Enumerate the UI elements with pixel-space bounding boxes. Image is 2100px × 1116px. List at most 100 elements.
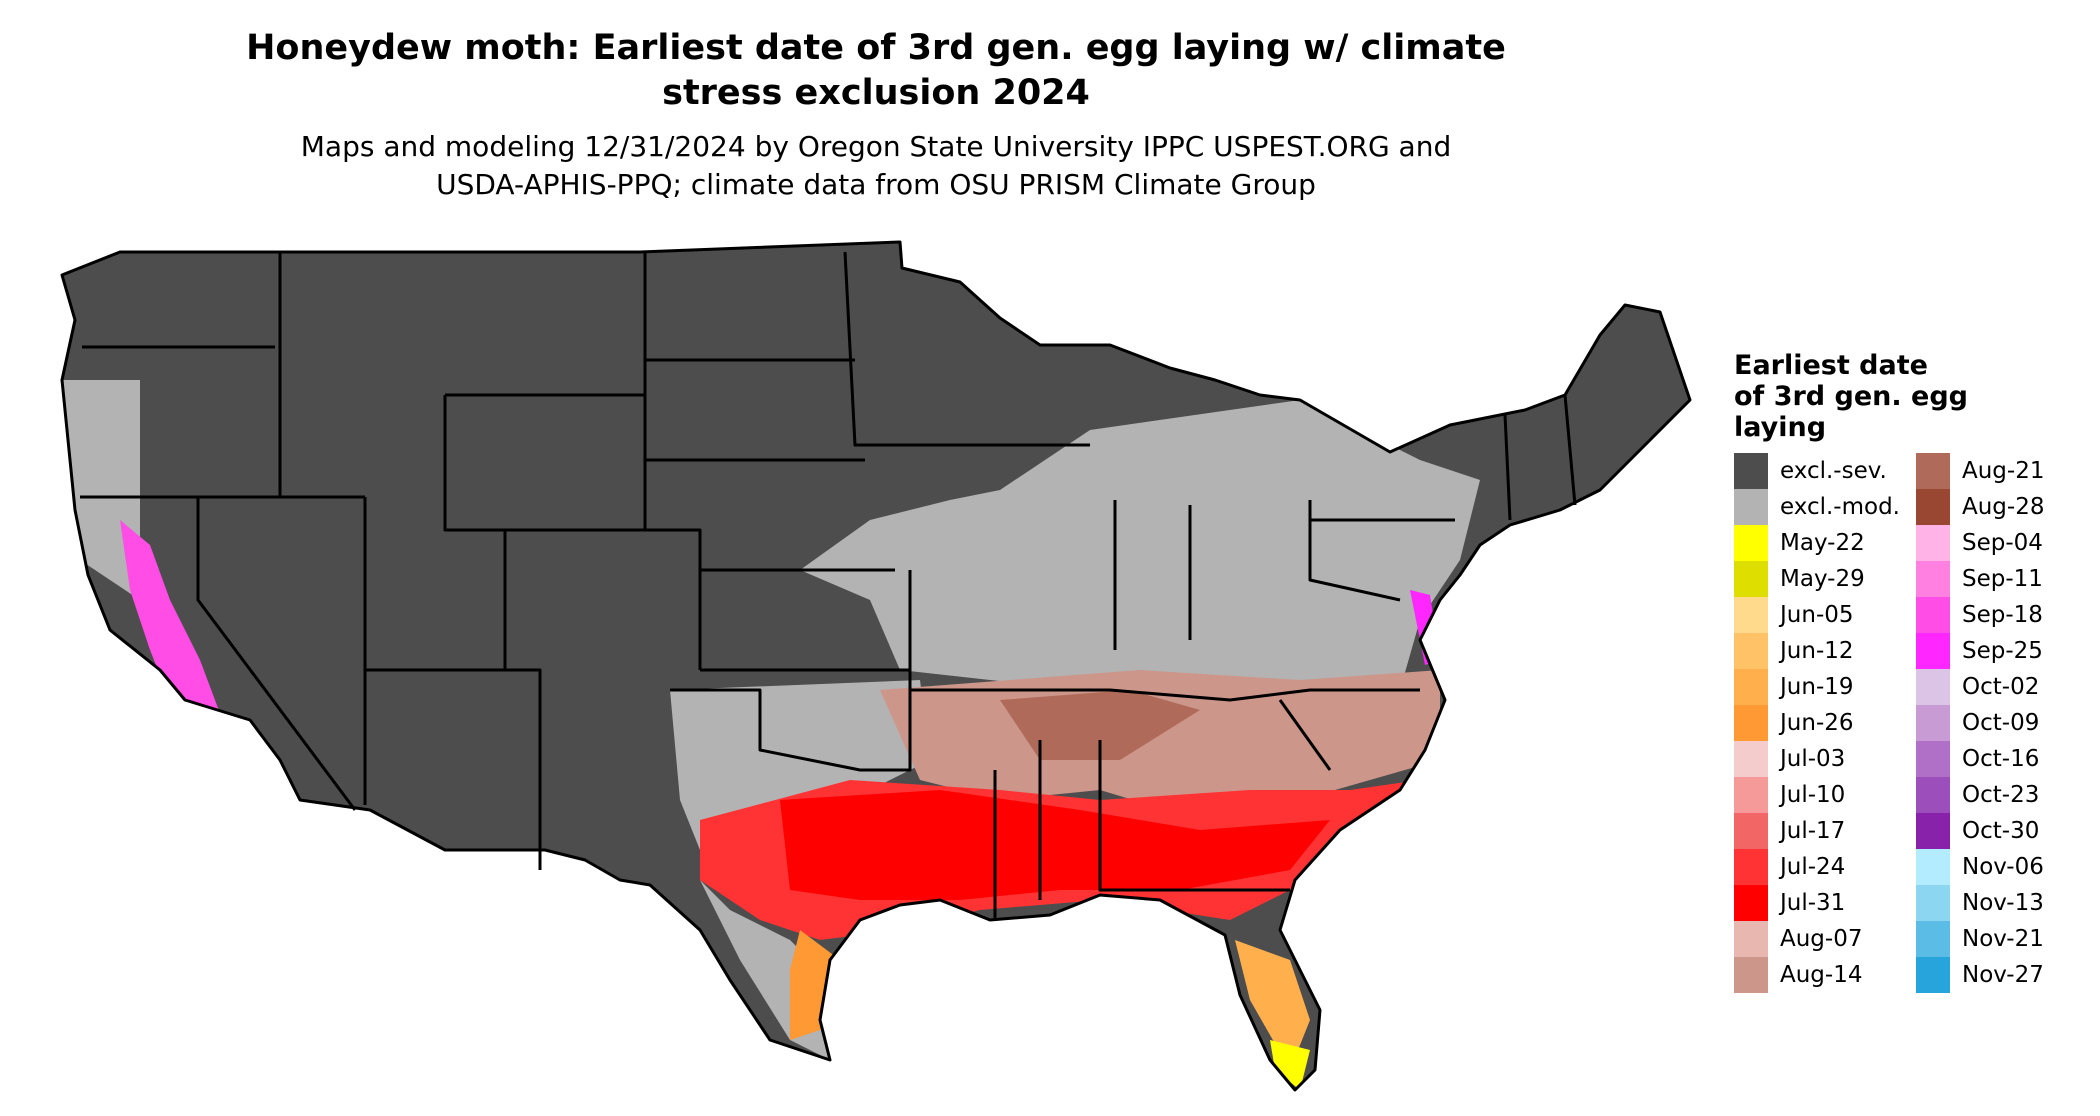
legend-label: Jun-19	[1780, 674, 1854, 700]
legend-label: Jul-31	[1780, 890, 1846, 916]
legend-swatch	[1916, 669, 1950, 705]
border-mn-ia	[843, 251, 1090, 447]
aug-21-band	[1000, 690, 1200, 760]
legend-item: Sep-18	[1916, 597, 2044, 633]
excluded-moderate-region-east	[800, 400, 1480, 700]
border-vt-nh-me	[1563, 394, 1577, 506]
legend-title: Earliest date of 3rd gen. egg laying	[1734, 350, 2034, 443]
map-title: Honeydew moth: Earliest date of 3rd gen.…	[0, 26, 1752, 116]
map-subtitle-line2: USDA-APHIS-PPQ; climate data from OSU PR…	[436, 168, 1316, 201]
legend-item: Oct-09	[1916, 705, 2044, 741]
legend-label: Jun-05	[1780, 602, 1854, 628]
legend-label: Jun-12	[1780, 638, 1854, 664]
border-oh-pa-wv	[1308, 500, 1401, 602]
legend-item: Oct-16	[1916, 741, 2044, 777]
legend-swatch	[1916, 885, 1950, 921]
legend-label: May-22	[1780, 530, 1865, 556]
legend-swatch	[1734, 741, 1768, 777]
legend-swatch	[1734, 921, 1768, 957]
excluded-moderate-region-southern-plains	[670, 680, 930, 850]
legend-label: Sep-25	[1962, 638, 2043, 664]
legend-swatch	[1916, 453, 1950, 489]
border-wy-ut-co	[443, 395, 507, 670]
legend-swatch	[1916, 561, 1950, 597]
map-title-line2: stress exclusion 2024	[662, 73, 1090, 113]
legend-label: Oct-02	[1962, 674, 2040, 700]
legend-item: Nov-06	[1916, 849, 2044, 885]
jun-19-florida	[1235, 940, 1310, 1070]
legend-item: Jul-17	[1734, 813, 1900, 849]
legend-swatch	[1916, 705, 1950, 741]
border-co-north-east	[505, 528, 702, 670]
legend-label: Sep-04	[1962, 530, 2043, 556]
legend-item: May-29	[1734, 561, 1900, 597]
legend-swatch	[1916, 849, 1950, 885]
border-ut-az-nm	[365, 668, 542, 870]
legend-item: Nov-21	[1916, 921, 2044, 957]
legend-swatch	[1734, 453, 1768, 489]
map-subtitle-line1: Maps and modeling 12/31/2024 by Oregon S…	[300, 130, 1452, 163]
legend-label: May-29	[1780, 566, 1865, 592]
legend-column-1: excl.-sev. excl.-mod. May-22 May-29 Jun-05 Ju…	[1734, 453, 1900, 993]
legend-swatch	[1734, 813, 1768, 849]
legend-swatch	[1734, 777, 1768, 813]
legend-label: Nov-06	[1962, 854, 2044, 880]
legend-item: Aug-21	[1916, 453, 2044, 489]
map-title-line1: Honeydew moth: Earliest date of 3rd gen.…	[246, 28, 1506, 68]
jul-31-band	[780, 790, 1330, 900]
border-al-ga	[1098, 740, 1175, 892]
legend-item: Jul-03	[1734, 741, 1900, 777]
legend-item: Jul-10	[1734, 777, 1900, 813]
legend-swatch	[1916, 633, 1950, 669]
legend-swatch	[1916, 525, 1950, 561]
border-ny-vt	[1503, 414, 1512, 521]
legend-label: excl.-sev.	[1780, 458, 1887, 484]
legend-swatch	[1734, 957, 1768, 993]
border-tn-south	[1070, 688, 1420, 702]
map-subtitle: Maps and modeling 12/31/2024 by Oregon S…	[0, 128, 1752, 204]
legend-item: Sep-25	[1916, 633, 2044, 669]
legend-item: Jun-19	[1734, 669, 1900, 705]
legend-swatch	[1734, 705, 1768, 741]
legend-item: Jun-12	[1734, 633, 1900, 669]
legend-label: Sep-11	[1962, 566, 2043, 592]
legend-swatch	[1734, 849, 1768, 885]
us-outline	[60, 240, 1692, 1092]
legend-label: Aug-28	[1962, 494, 2045, 520]
legend-item: excl.-sev.	[1734, 453, 1900, 489]
legend-swatch	[1734, 885, 1768, 921]
legend-label: Jul-17	[1780, 818, 1846, 844]
jun-26-texas-coast	[790, 930, 840, 1040]
legend-item: Nov-27	[1916, 957, 2044, 993]
legend-label: Aug-14	[1780, 962, 1863, 988]
legend-label: Aug-07	[1780, 926, 1863, 952]
legend-label: Oct-16	[1962, 746, 2040, 772]
border-ok-tx	[670, 688, 912, 772]
may-22-south-florida	[1270, 1040, 1310, 1090]
legend-label: Jun-26	[1780, 710, 1854, 736]
legend-item: Jun-26	[1734, 705, 1900, 741]
legend-label: Oct-30	[1962, 818, 2040, 844]
legend-label: Jul-24	[1780, 854, 1846, 880]
legend-label: Nov-21	[1962, 926, 2044, 952]
legend-swatch	[1734, 669, 1768, 705]
legend-item: excl.-mod.	[1734, 489, 1900, 525]
legend-label: Aug-21	[1962, 458, 2045, 484]
legend-label: Nov-13	[1962, 890, 2044, 916]
legend-swatch	[1916, 957, 1950, 993]
legend-swatch	[1734, 489, 1768, 525]
legend-label: excl.-mod.	[1780, 494, 1900, 520]
legend-column-2: Aug-21 Aug-28 Sep-04 Sep-11 Sep-18 Sep-25 Oct-…	[1916, 453, 2044, 993]
legend-label: Oct-23	[1962, 782, 2040, 808]
legend-swatch	[1916, 921, 1950, 957]
legend-item: Aug-28	[1916, 489, 2044, 525]
legend-label: Jul-03	[1780, 746, 1846, 772]
legend-item: Oct-30	[1916, 813, 2044, 849]
legend-item: Oct-23	[1916, 777, 2044, 813]
legend-item: Jul-31	[1734, 885, 1900, 921]
legend-item: Sep-04	[1916, 525, 2044, 561]
legend-title-line1: Earliest date	[1734, 350, 1928, 381]
legend-swatch	[1734, 633, 1768, 669]
legend-swatch	[1916, 777, 1950, 813]
legend-swatch	[1916, 597, 1950, 633]
